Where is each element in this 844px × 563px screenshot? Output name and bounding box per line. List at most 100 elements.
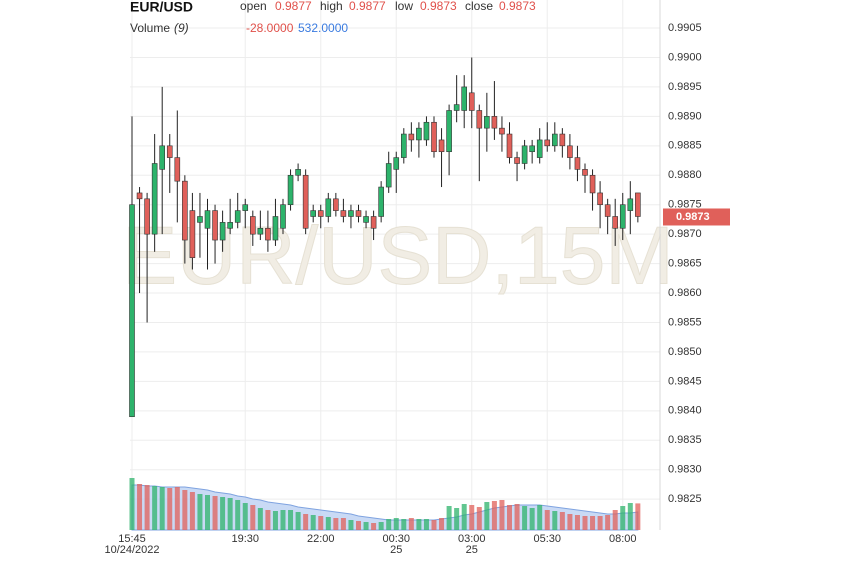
- volume-bar: [522, 506, 528, 530]
- volume-bar: [590, 516, 596, 530]
- volume-bar: [469, 505, 475, 530]
- candle-body: [597, 192, 603, 206]
- candle-body: [393, 157, 400, 170]
- legend-label: open: [240, 0, 267, 13]
- volume-bar: [559, 512, 565, 530]
- legend-value: 0.9877: [275, 0, 312, 13]
- legend-label: high: [320, 0, 343, 13]
- candle-body: [506, 133, 513, 158]
- candle-body: [635, 192, 641, 217]
- candle-body: [129, 204, 135, 418]
- volume-bar: [574, 515, 580, 530]
- price-tag-box: [663, 208, 730, 226]
- candle-body: [287, 174, 294, 206]
- candle-body: [400, 133, 407, 158]
- candle-body: [265, 227, 271, 241]
- candle-body: [484, 116, 490, 129]
- volume-bar: [340, 518, 346, 530]
- candle-body: [385, 163, 392, 188]
- candle-body: [408, 133, 415, 141]
- volume-bar: [205, 495, 210, 530]
- x-tick-label: 22:00: [307, 533, 335, 545]
- candle-body: [234, 210, 241, 223]
- volume-bar: [152, 486, 158, 530]
- volume-bar: [514, 504, 520, 530]
- volume-bar: [537, 505, 543, 530]
- candle-body: [355, 210, 362, 217]
- volume-bar: [295, 512, 301, 530]
- y-tick-label: 0.9855: [668, 316, 702, 328]
- volume-bar: [627, 503, 633, 530]
- legend-value: 0.9877: [349, 0, 386, 13]
- candle-body: [627, 198, 634, 211]
- candle-body: [189, 210, 196, 259]
- volume-bar: [189, 492, 195, 530]
- volume-bar: [348, 520, 354, 530]
- y-tick-label: 0.9890: [668, 110, 702, 122]
- candle-body: [438, 139, 445, 153]
- candle-body: [182, 180, 188, 241]
- candle-body: [416, 127, 422, 141]
- volume-bar: [257, 508, 263, 530]
- candle-body: [378, 186, 384, 217]
- volume-bar: [272, 511, 278, 530]
- volume-bar: [318, 516, 324, 530]
- y-tick-label: 0.9880: [668, 169, 702, 181]
- volume-value: -28.0000: [246, 21, 294, 35]
- volume-bar: [137, 484, 143, 530]
- volume-bar: [507, 505, 512, 530]
- candle-body: [491, 116, 498, 129]
- candle-body: [446, 110, 452, 153]
- x-tick-date: 25: [390, 544, 402, 556]
- candle-body: [529, 145, 535, 153]
- y-tick-label: 0.9830: [668, 464, 702, 476]
- volume-bar: [552, 511, 558, 530]
- volume-bar: [446, 506, 452, 530]
- legend-value: 0.9873: [499, 0, 536, 13]
- legend-value: 0.9873: [420, 0, 457, 13]
- candle-body: [325, 198, 332, 217]
- candle-body: [604, 204, 611, 217]
- x-tick-date: 10/24/2022: [104, 544, 159, 556]
- candle-body: [536, 139, 543, 158]
- candle-body: [280, 204, 286, 229]
- volume-bar: [144, 485, 150, 530]
- volume-bar: [310, 515, 316, 530]
- volume-bar: [182, 490, 188, 530]
- candle-body: [295, 169, 301, 176]
- volume-bar: [582, 516, 588, 530]
- volume-bar: [212, 496, 218, 530]
- volume-bar: [529, 508, 535, 530]
- volume-bar: [250, 505, 256, 530]
- candle-body: [559, 133, 566, 147]
- y-tick-label: 0.9870: [668, 228, 702, 240]
- volume-bar: [265, 510, 271, 530]
- candle-body: [589, 174, 596, 194]
- volume-bar: [612, 510, 618, 530]
- candle-body: [333, 198, 339, 211]
- y-tick-label: 0.9850: [668, 346, 702, 358]
- volume-bar: [567, 514, 573, 530]
- volume-bar: [491, 501, 497, 530]
- candle-body: [144, 198, 150, 235]
- y-tick-label: 0.9885: [668, 140, 702, 152]
- y-tick-label: 0.9875: [668, 199, 702, 211]
- volume-bar: [439, 518, 445, 530]
- candle-body: [257, 227, 264, 235]
- candle-body: [476, 110, 483, 129]
- volume-bar: [235, 500, 241, 530]
- candle-body: [151, 163, 158, 235]
- volume-bar: [499, 500, 505, 530]
- volume-bar: [386, 519, 392, 530]
- volume-bar: [159, 487, 165, 530]
- y-tick-label: 0.9845: [668, 375, 702, 387]
- volume-bar: [220, 497, 226, 530]
- x-tick-label: 19:30: [231, 533, 259, 545]
- candle-body: [521, 145, 528, 164]
- candle-body: [348, 210, 354, 217]
- candle-body: [166, 145, 173, 158]
- volume-bar: [227, 498, 233, 530]
- candle-body: [250, 216, 256, 235]
- x-tick-date: 25: [466, 544, 478, 556]
